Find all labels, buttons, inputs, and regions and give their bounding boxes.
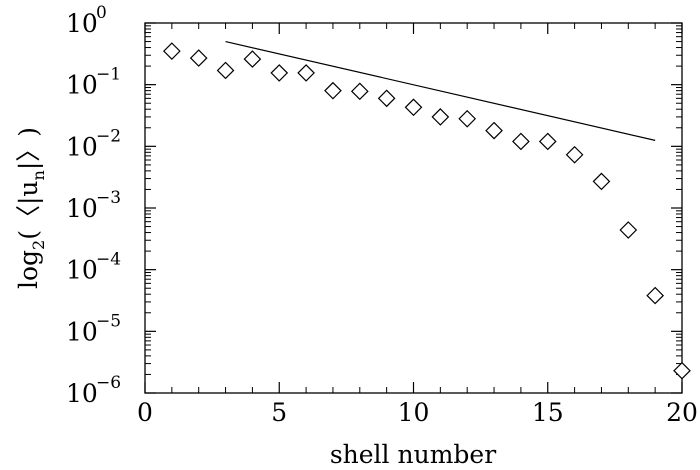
y-axis-label-log: log: [14, 250, 43, 289]
y-tick-base: 10: [66, 379, 98, 408]
data-point-diamond: [324, 81, 342, 100]
data-point-diamond: [673, 361, 691, 380]
y-tick-base: 10: [66, 9, 98, 38]
x-axis-label: shell number: [330, 440, 496, 469]
y-tick-label: 10−4: [66, 250, 121, 285]
x-tick-label: 5: [271, 398, 287, 427]
x-tick-label: 10: [398, 398, 430, 427]
y-tick-base: 10: [66, 194, 98, 223]
y-tick-exponent: −2: [96, 126, 121, 146]
y-axis-label-n: n: [29, 170, 48, 180]
y-axis-label-close: |〉): [14, 127, 44, 170]
data-point-diamond: [592, 172, 611, 191]
data-point-diamond: [485, 121, 503, 140]
y-tick-exponent: 0: [96, 3, 107, 23]
y-tick-label: 10−3: [66, 188, 121, 223]
data-point-diamond: [565, 145, 584, 164]
y-tick-base: 10: [66, 256, 98, 285]
y-tick-label: 10−6: [66, 373, 121, 408]
reference-slope-line: [225, 40, 656, 141]
data-point-diamond: [646, 286, 664, 305]
y-tick-exponent: −5: [96, 311, 121, 331]
x-tick-labels: 0 5 10 15 20: [137, 398, 698, 427]
y-tick-base: 10: [66, 132, 98, 161]
data-point-diamond: [377, 89, 396, 108]
data-point-diamond: [243, 50, 262, 68]
data-point-diamond: [431, 108, 450, 126]
data-point-diamond: [216, 61, 235, 80]
y-axis-label-open: (〈|u: [14, 180, 44, 239]
data-point-diamond: [350, 82, 369, 101]
y-tick-label: 10−1: [66, 65, 121, 100]
x-tick-label: 20: [666, 398, 698, 427]
y-tick-exponent: −3: [96, 188, 121, 208]
data-point-diamond: [619, 221, 638, 239]
y-tick-exponent: −1: [96, 65, 121, 85]
data-point-diamond: [538, 132, 557, 151]
reference-line: [225, 40, 656, 141]
y-tick-label: 100: [66, 3, 107, 38]
y-axis-label-base: 2: [29, 240, 48, 250]
data-point-diamond: [404, 98, 423, 117]
x-tick-label: 0: [137, 398, 153, 427]
y-tick-base: 10: [66, 317, 98, 346]
y-tick-label: 10−2: [66, 126, 121, 161]
y-tick-exponent: −6: [96, 373, 121, 393]
data-point-diamond: [512, 132, 530, 151]
y-tick-base: 10: [66, 71, 98, 100]
data-point-diamond: [270, 64, 289, 82]
data-markers: [163, 42, 691, 380]
data-point-diamond: [189, 49, 208, 67]
axis-ticks: [144, 22, 683, 394]
x-tick-label: 15: [532, 398, 564, 427]
y-axis-label: log2(〈|un|〉): [14, 127, 48, 289]
data-point-diamond: [458, 109, 477, 128]
y-tick-exponent: −4: [96, 250, 121, 270]
data-point-diamond: [163, 42, 181, 60]
data-point-diamond: [297, 64, 315, 82]
y-tick-label: 10−5: [66, 311, 121, 346]
